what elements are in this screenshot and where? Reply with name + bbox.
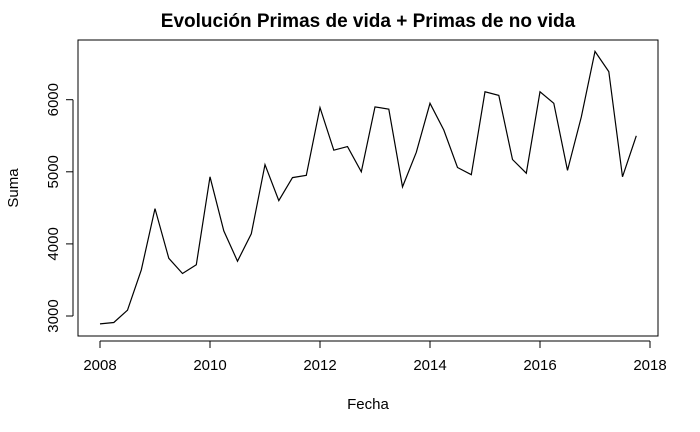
y-axis: 3000 4000 5000 6000 <box>45 83 74 333</box>
x-tick-label: 2016 <box>523 357 556 374</box>
y-tick-label: 5000 <box>45 155 62 188</box>
x-axis-label: Fecha <box>347 396 389 413</box>
y-tick-label: 4000 <box>45 227 62 260</box>
plot-frame <box>77 39 659 337</box>
y-axis-label: Suma <box>5 168 22 208</box>
x-tick-label: 2014 <box>413 357 446 374</box>
x-tick-label: 2008 <box>83 357 116 374</box>
y-tick-label: 6000 <box>45 83 62 116</box>
x-tick-label: 2012 <box>303 357 336 374</box>
x-tick-label: 2018 <box>633 357 666 374</box>
x-tick-label: 2010 <box>193 357 226 374</box>
chart-title: Evolución Primas de vida + Primas de no … <box>161 11 576 32</box>
series-line <box>99 49 637 325</box>
x-axis: 2008 2010 2012 2014 2016 2018 <box>83 340 667 374</box>
y-tick-label: 3000 <box>45 299 62 332</box>
